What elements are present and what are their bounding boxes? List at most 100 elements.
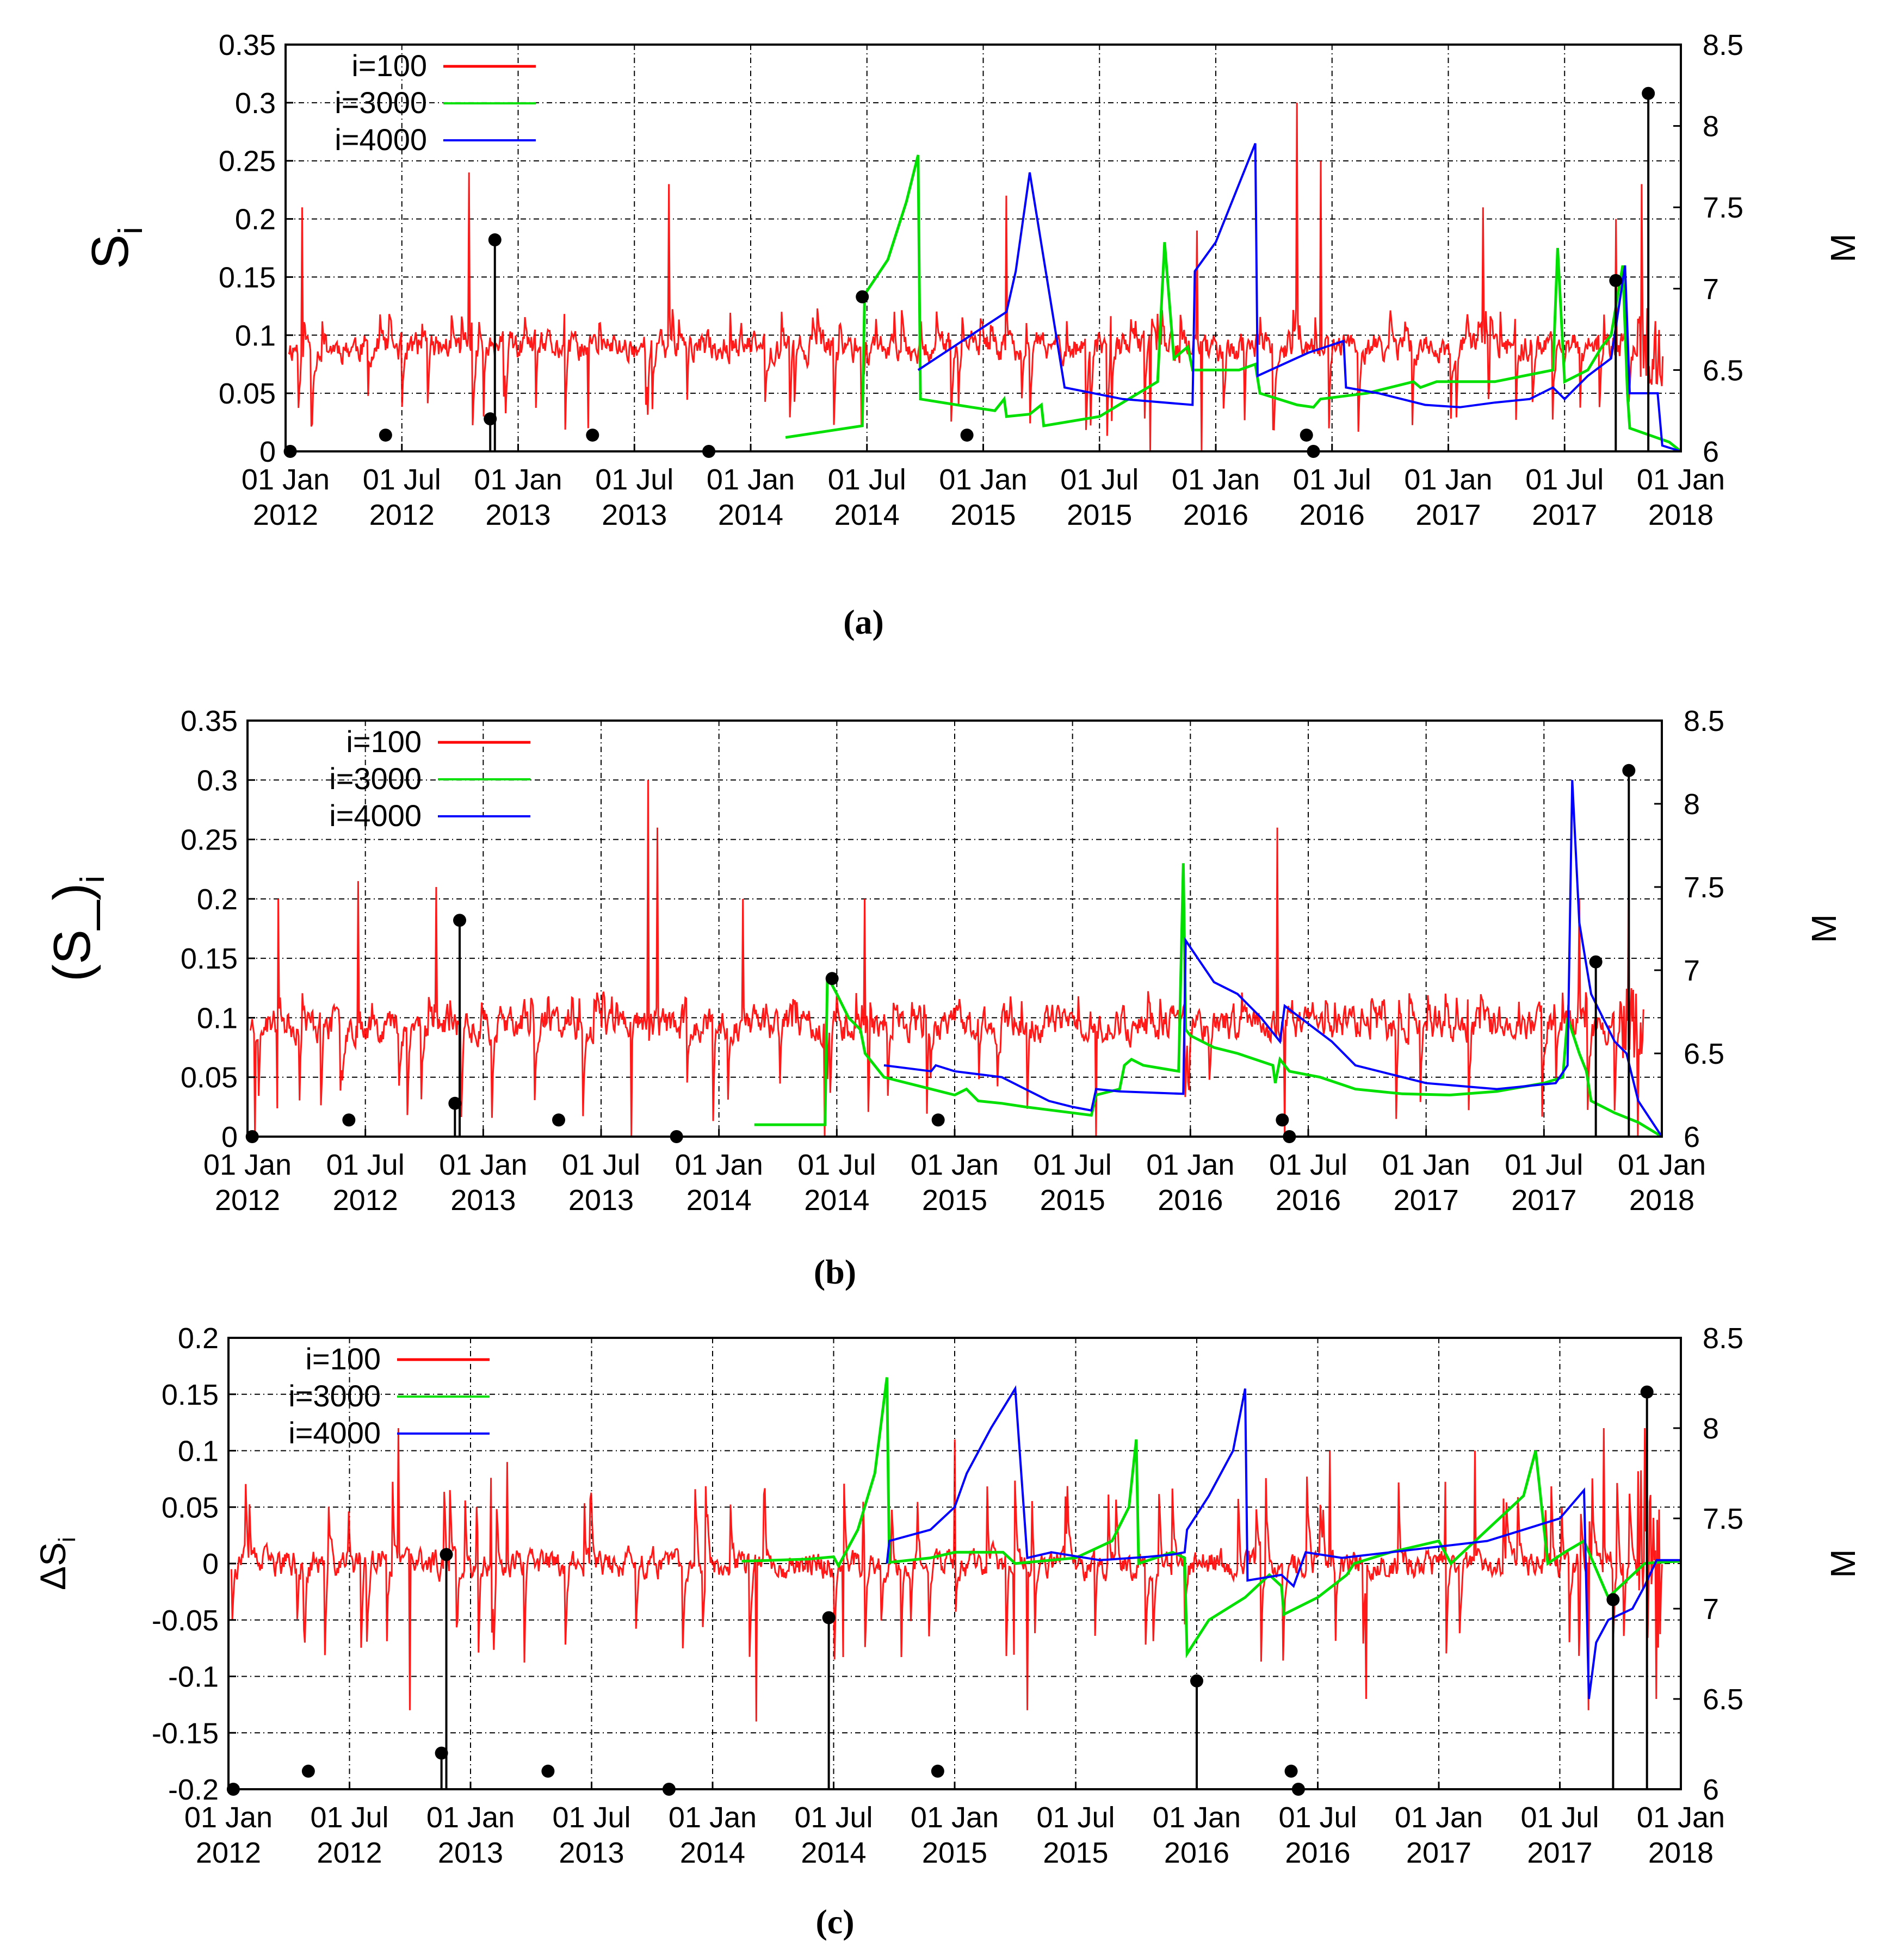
series-line-i3000	[741, 1377, 1681, 1659]
y2-axis-label: M	[1823, 233, 1863, 262]
x-tick-year-label: 2012	[369, 499, 435, 531]
x-tick-label: 01 Jul	[595, 463, 673, 496]
x-tick-year-label: 2016	[1300, 499, 1365, 531]
x-tick-label: 01 Jul	[562, 1149, 640, 1181]
x-tick-year-label: 2012	[196, 1837, 261, 1869]
earthquake-point	[586, 429, 599, 442]
panel-caption: (b)	[814, 1252, 856, 1291]
x-tick-year-label: 2013	[485, 499, 550, 531]
y-axis-label: (S_)i	[43, 876, 112, 982]
x-tick-year-label: 2014	[680, 1837, 745, 1869]
earthquake-point	[342, 1113, 356, 1127]
x-tick-year-label: 2012	[215, 1184, 280, 1217]
x-tick-label: 01 Jan	[939, 463, 1027, 496]
earthquake-point	[488, 233, 502, 247]
y-tick-label: -0.15	[152, 1717, 219, 1750]
y-tick-label: 0	[202, 1548, 219, 1580]
series-line-i100	[288, 102, 1664, 451]
y-axis-label-subscript: i	[112, 227, 150, 234]
x-tick-year-label: 2017	[1527, 1837, 1592, 1869]
y2-tick-label: 6	[1703, 1773, 1719, 1806]
legend-label: i=100	[305, 1342, 381, 1376]
earthquake-point	[1622, 764, 1636, 777]
x-tick-label: 01 Jan	[242, 463, 330, 496]
x-tick-year-label: 2012	[333, 1184, 398, 1217]
x-tick-year-label: 2015	[922, 1837, 987, 1869]
x-tick-year-label: 2018	[1648, 1837, 1714, 1869]
x-tick-label: 01 Jan	[203, 1149, 292, 1181]
y-axis-label-subscript: i	[74, 876, 112, 883]
earthquake-point	[822, 1611, 836, 1624]
earthquake-point	[1606, 1593, 1620, 1607]
x-tick-year-label: 2013	[568, 1184, 634, 1217]
x-tick-label: 01 Jul	[1036, 1801, 1115, 1834]
x-tick-label: 01 Jan	[1618, 1149, 1706, 1181]
y-axis-label: ΔSi	[33, 1537, 81, 1590]
y2-tick-label: 8.5	[1684, 705, 1724, 737]
earthquake-point	[960, 429, 974, 442]
x-tick-year-label: 2018	[1629, 1184, 1694, 1217]
y2-axis-label: M	[1823, 1549, 1863, 1578]
y-tick-label: 0.05	[181, 1062, 238, 1094]
x-tick-year-label: 2013	[602, 499, 667, 531]
y-tick-label: 0.2	[197, 883, 238, 916]
y2-tick-label: 7.5	[1684, 871, 1724, 904]
x-tick-label: 01 Jul	[1293, 463, 1371, 496]
y-tick-label: -0.2	[168, 1773, 219, 1806]
y-tick-label: 0.05	[162, 1491, 219, 1524]
earthquake-point	[1589, 955, 1603, 969]
y2-tick-label: 8	[1703, 110, 1719, 143]
y-tick-label: 0	[259, 436, 276, 468]
x-tick-year-label: 2014	[801, 1837, 866, 1869]
legend-label: i=4000	[288, 1416, 381, 1450]
earthquake-point	[856, 290, 869, 303]
panel-caption: (a)	[843, 603, 884, 641]
y2-tick-label: 6	[1703, 436, 1719, 468]
earthquake-point	[484, 412, 497, 426]
x-tick-label: 01 Jan	[911, 1149, 999, 1181]
x-tick-label: 01 Jul	[310, 1801, 388, 1834]
x-tick-year-label: 2013	[450, 1184, 516, 1217]
earthquake-point	[931, 1113, 945, 1127]
x-tick-year-label: 2014	[834, 499, 900, 531]
x-tick-label: 01 Jul	[1269, 1149, 1347, 1181]
y2-tick-label: 7	[1703, 273, 1719, 306]
y2-tick-label: 7.5	[1703, 1503, 1743, 1535]
y-tick-label: 0.25	[219, 145, 276, 178]
legend-label: i=3000	[329, 761, 422, 796]
y2-tick-label: 8.5	[1703, 1322, 1743, 1355]
y-axis-label-main: ΔS	[33, 1542, 73, 1590]
series-line-i3000	[754, 863, 1662, 1137]
legend-label: i=4000	[329, 798, 422, 833]
x-tick-year-label: 2015	[922, 1184, 987, 1217]
series-line-i3000	[785, 154, 1681, 451]
x-tick-label: 01 Jul	[828, 463, 906, 496]
x-tick-label: 01 Jul	[1278, 1801, 1357, 1834]
y-tick-label: 0.2	[178, 1322, 219, 1355]
earthquake-point	[1190, 1674, 1203, 1688]
x-tick-year-label: 2015	[1040, 1184, 1105, 1217]
x-tick-label: 01 Jan	[1153, 1801, 1241, 1834]
y-tick-label: 0.15	[162, 1379, 219, 1411]
x-tick-year-label: 2016	[1183, 499, 1248, 531]
y2-tick-label: 8	[1684, 788, 1700, 821]
x-tick-year-label: 2016	[1164, 1837, 1229, 1869]
x-tick-label: 01 Jan	[474, 463, 562, 496]
y2-tick-label: 6.5	[1703, 354, 1743, 387]
panel-caption: (c)	[815, 1902, 854, 1941]
x-tick-label: 01 Jan	[1637, 1801, 1725, 1834]
x-tick-label: 01 Jul	[1505, 1149, 1583, 1181]
x-tick-label: 01 Jan	[1637, 463, 1725, 496]
earthquake-point	[1642, 86, 1655, 100]
y-tick-label: -0.05	[152, 1604, 219, 1637]
x-tick-year-label: 2013	[438, 1837, 503, 1869]
y-axis-label-subscript: i	[54, 1537, 81, 1542]
x-tick-label: 01 Jan	[1146, 1149, 1234, 1181]
legend-label: i=3000	[335, 85, 427, 120]
y-axis-label: Si	[81, 227, 150, 269]
series-line-i4000	[917, 142, 1681, 451]
x-tick-year-label: 2014	[804, 1184, 869, 1217]
x-tick-label: 01 Jul	[1520, 1801, 1599, 1834]
y2-tick-label: 7	[1684, 954, 1700, 987]
